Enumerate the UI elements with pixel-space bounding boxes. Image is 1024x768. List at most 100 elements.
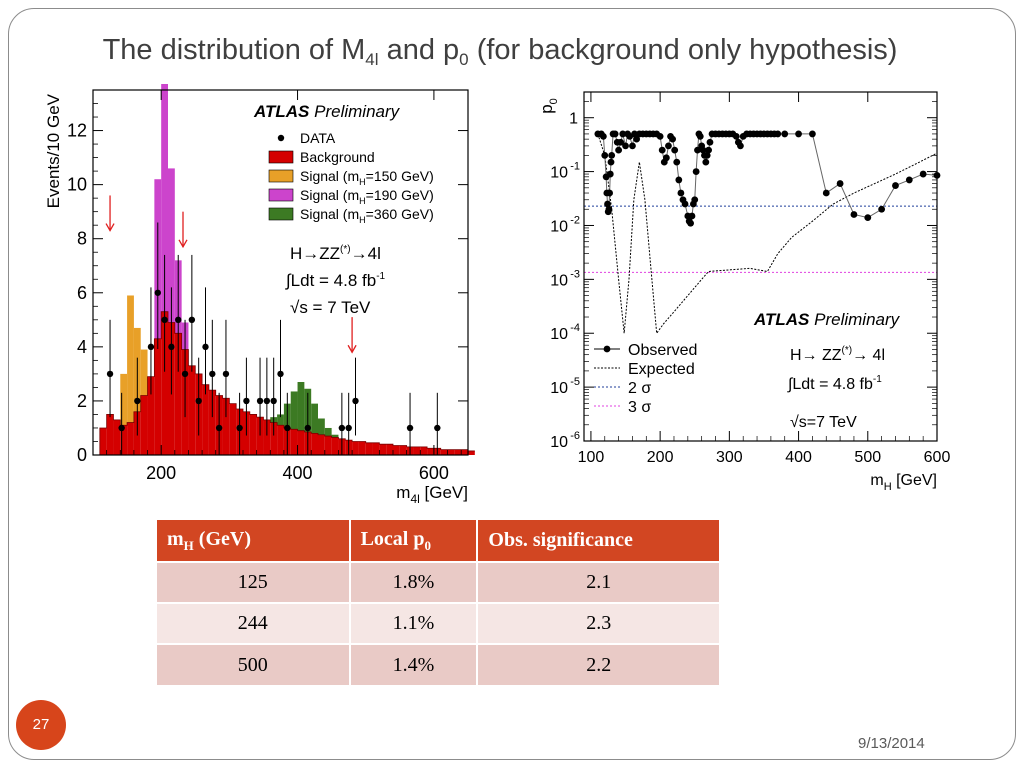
x-tick-label: 500	[854, 449, 881, 466]
background-bin	[188, 365, 196, 455]
legend-label: Signal (mH=360 GeV)	[300, 206, 434, 225]
data-point	[118, 424, 125, 432]
background-bin	[427, 448, 434, 455]
observed-point	[669, 135, 676, 143]
summary-table: mH (GeV) Local p0 Obs. significance 125 …	[157, 520, 721, 685]
background-bin	[379, 444, 387, 455]
observed-point	[702, 158, 710, 166]
data-point	[195, 397, 202, 405]
observed-point	[665, 142, 672, 150]
process-annotation: H→ ZZ(*)→ 4l	[790, 345, 885, 364]
legend-label: 2 σ	[628, 380, 651, 397]
observed-point	[696, 132, 704, 140]
x-tick-label: 400	[283, 463, 313, 483]
observed-point	[622, 142, 629, 150]
x-tick-label: 200	[647, 449, 674, 466]
legend-observed-marker	[603, 345, 611, 353]
legend-label: 3 σ	[628, 399, 651, 416]
table-header-row: mH (GeV) Local p0 Obs. significance	[157, 520, 721, 562]
legend-label: Observed	[628, 342, 697, 359]
x-tick-label: 600	[924, 449, 951, 466]
data-point	[434, 424, 441, 432]
background-bin	[352, 441, 359, 455]
atlas-label: ATLAS Preliminary	[753, 310, 901, 329]
data-point	[175, 316, 182, 324]
observed-point	[681, 200, 689, 208]
background-bin	[386, 444, 393, 455]
legend-data-marker	[277, 134, 285, 142]
observed-point	[694, 146, 701, 154]
x-tick-label: 200	[146, 463, 176, 483]
y-tick-label: 10 -5	[550, 376, 580, 397]
background-bin	[249, 414, 257, 455]
observed-point	[687, 219, 694, 227]
background-bin	[318, 434, 325, 455]
observed-point	[601, 151, 609, 159]
observed-point	[631, 130, 638, 138]
expected-line	[597, 133, 938, 335]
data-point	[277, 370, 284, 378]
header-significance: Obs. significance	[477, 520, 721, 562]
background-bin	[263, 419, 271, 455]
observed-point	[662, 154, 670, 162]
observed-point	[809, 130, 816, 138]
observed-point	[658, 146, 666, 154]
cell-significance: 2.1	[477, 561, 721, 603]
observed-point	[606, 189, 614, 197]
background-bin	[202, 384, 209, 455]
background-bin	[468, 450, 475, 455]
background-bin	[365, 442, 373, 455]
legend-label: DATA	[300, 130, 336, 146]
signal-360-bin	[331, 434, 339, 438]
y-tick-label: 4	[77, 337, 87, 357]
data-point	[209, 370, 216, 378]
background-bin	[99, 427, 107, 455]
y-tick-label: 10 -1	[550, 161, 580, 182]
data-point	[338, 424, 346, 432]
observed-point	[677, 189, 685, 197]
cell-p0: 1.8%	[349, 561, 479, 603]
background-bin	[311, 433, 318, 455]
legend-swatch	[268, 150, 294, 164]
observed-point	[673, 158, 681, 166]
x-axis-label: mH [GeV]	[870, 472, 937, 493]
energy-annotation: √s=7 TeV	[790, 414, 857, 431]
background-bin	[461, 449, 468, 455]
cell-significance: 2.3	[477, 602, 721, 644]
observed-point	[774, 130, 782, 138]
background-bin	[290, 429, 298, 455]
signal-190-bin	[161, 84, 168, 312]
observed-point	[795, 130, 802, 138]
data-point	[345, 424, 352, 432]
observed-point	[675, 176, 683, 184]
cell-mh: 244	[157, 602, 351, 644]
signal-150-bin	[120, 373, 128, 426]
signal-360-bin	[311, 403, 318, 434]
observed-point	[703, 151, 711, 159]
background-bin	[120, 425, 128, 455]
data-point	[243, 397, 250, 405]
observed-point	[732, 132, 740, 140]
background-bin	[147, 376, 155, 455]
legend-swatch	[268, 207, 294, 221]
y-tick-label: 0	[77, 445, 87, 465]
background-bin	[277, 425, 284, 455]
background-bin	[256, 417, 264, 455]
table-row: 500 1.4% 2.2	[157, 643, 721, 685]
signal-arrow-head	[105, 223, 115, 232]
y-tick-label: 8	[77, 229, 87, 249]
signal-arrow-head	[178, 239, 188, 249]
signal-360-bin	[318, 418, 325, 435]
observed-point	[705, 146, 712, 154]
y-tick-label: 1	[569, 111, 578, 128]
cell-mh: 500	[157, 643, 351, 685]
observed-point	[781, 130, 789, 138]
background-bin	[113, 419, 121, 455]
legend-label: Signal (mH=190 GeV)	[300, 187, 434, 206]
background-bin	[358, 441, 366, 455]
data-point	[134, 397, 141, 405]
data-point	[161, 316, 168, 324]
observed-point	[605, 205, 613, 213]
background-bin	[372, 442, 380, 455]
